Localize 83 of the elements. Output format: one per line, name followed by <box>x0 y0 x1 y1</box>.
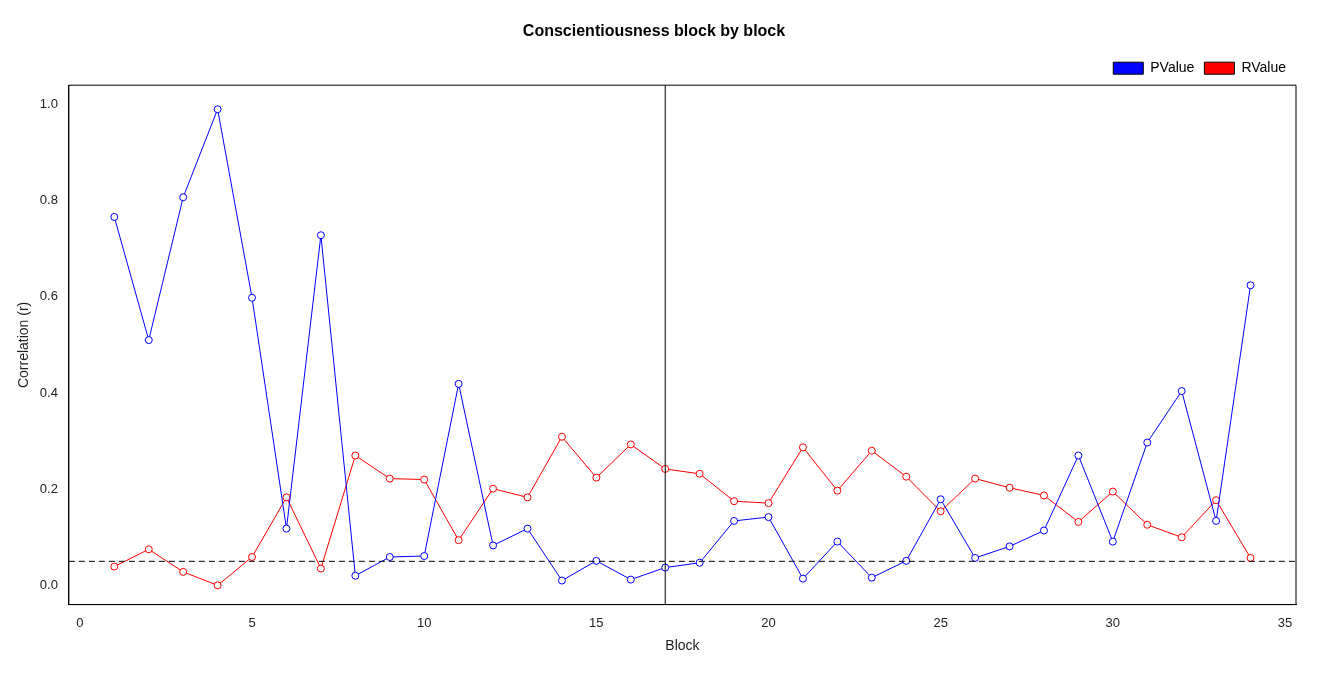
point <box>1246 281 1255 290</box>
x-tick-label: 5 <box>248 614 256 630</box>
point <box>1143 438 1152 447</box>
point <box>248 293 257 302</box>
point <box>282 493 291 502</box>
point <box>454 536 463 545</box>
x-tick-label: 30 <box>1105 614 1121 630</box>
point <box>971 553 980 562</box>
point <box>1143 520 1152 529</box>
y-axis-title: Correlation (r) <box>15 301 32 389</box>
point <box>867 446 876 455</box>
x-tick-label: 35 <box>1277 614 1293 630</box>
point <box>902 556 911 565</box>
point <box>351 571 360 580</box>
point <box>420 552 429 561</box>
x-axis-title: Block <box>665 637 701 654</box>
point <box>902 472 911 481</box>
x-tick-label: 0 <box>76 614 84 630</box>
point <box>1108 537 1117 546</box>
point <box>730 497 739 506</box>
point <box>557 432 566 441</box>
point <box>1108 487 1117 496</box>
x-tick-label: 20 <box>761 614 776 630</box>
point <box>798 574 807 583</box>
y-tick-label: 0.4 <box>39 384 58 400</box>
point <box>316 231 325 240</box>
point <box>1005 483 1014 492</box>
point <box>282 524 291 533</box>
x-tick-label: 10 <box>416 614 432 630</box>
point <box>1039 526 1048 535</box>
point <box>695 469 704 478</box>
point <box>489 484 498 493</box>
point <box>971 474 980 483</box>
point <box>385 474 394 483</box>
legend-label: RValue <box>1241 59 1287 76</box>
point <box>110 562 119 571</box>
point <box>179 567 188 576</box>
point <box>213 581 222 590</box>
point <box>144 545 153 554</box>
point <box>179 193 188 202</box>
point <box>248 552 257 561</box>
point <box>110 212 119 221</box>
point <box>764 513 773 522</box>
point <box>213 105 222 114</box>
y-tick-label: 1.0 <box>39 96 58 112</box>
x-tick-label: 15 <box>589 614 604 630</box>
legend-label: PValue <box>1150 59 1195 76</box>
point <box>592 473 601 482</box>
point <box>1177 387 1186 396</box>
point <box>730 516 739 525</box>
point <box>626 440 635 449</box>
point <box>1039 491 1048 500</box>
point <box>936 507 945 516</box>
point <box>1005 542 1014 551</box>
point <box>385 552 394 561</box>
point <box>936 495 945 504</box>
point <box>557 576 566 585</box>
point <box>316 564 325 573</box>
point <box>798 443 807 452</box>
point <box>1074 517 1083 526</box>
point <box>833 537 842 546</box>
point <box>351 451 360 460</box>
point <box>489 541 498 550</box>
point <box>867 573 876 582</box>
point <box>764 499 773 508</box>
point <box>592 556 601 565</box>
point <box>523 493 532 502</box>
point <box>454 379 463 388</box>
point <box>1074 451 1083 460</box>
chart-title: Conscientiousness block by block <box>522 22 786 40</box>
y-tick-label: 0.8 <box>39 192 58 208</box>
point <box>1212 516 1221 525</box>
point <box>420 475 429 484</box>
y-tick-label: 0.0 <box>39 576 58 592</box>
y-tick-label: 0.6 <box>39 288 58 304</box>
point <box>144 336 153 345</box>
x-tick-label: 25 <box>933 614 948 630</box>
point <box>626 575 635 584</box>
point <box>833 486 842 495</box>
point <box>523 524 532 533</box>
point <box>1177 533 1186 542</box>
point <box>1246 553 1255 562</box>
y-tick-label: 0.2 <box>39 480 58 496</box>
